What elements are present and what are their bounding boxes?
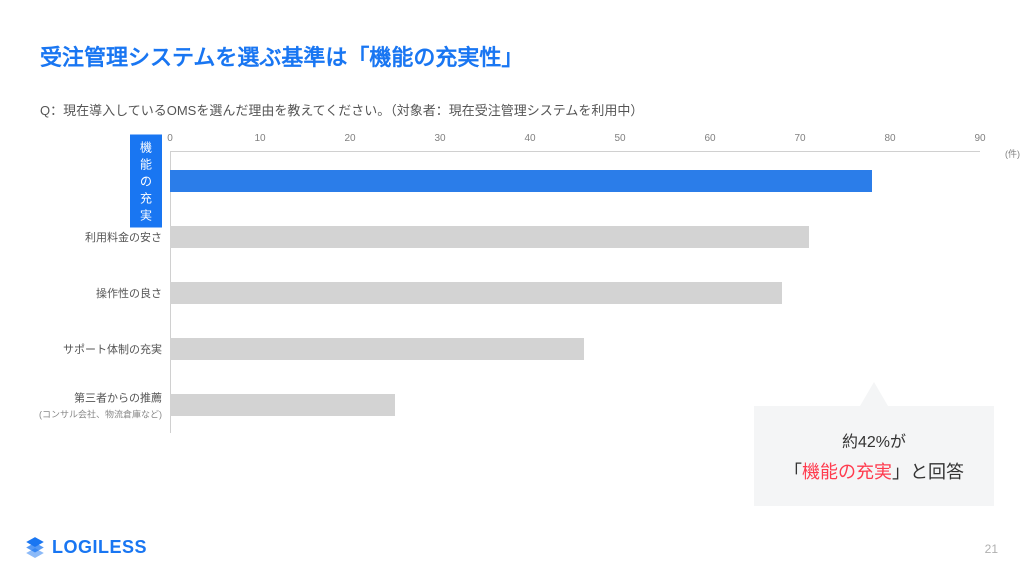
- axis-tick: 40: [524, 133, 535, 144]
- bar-label: 第三者からの推薦(コンサル会社、物流倉庫など): [0, 390, 162, 421]
- axis-tick: 20: [344, 133, 355, 144]
- page-number: 21: [985, 542, 998, 556]
- bar-sublabel: (コンサル会社、物流倉庫など): [0, 408, 162, 421]
- chart: (件) 0102030405060708090 機能の充実利用料金の安さ操作性の…: [170, 133, 980, 433]
- slide: 受注管理システムを選ぶ基準は「機能の充実性」 Q：現在導入しているOMSを選んだ…: [0, 0, 1024, 576]
- bars-container: 機能の充実利用料金の安さ操作性の良さサポート体制の充実第三者からの推薦(コンサル…: [170, 153, 980, 433]
- axis-tick: 60: [704, 133, 715, 144]
- axis-tick: 90: [974, 133, 985, 144]
- bar: [170, 170, 872, 192]
- axis-tick: 50: [614, 133, 625, 144]
- callout-l2-suffix: 」と回答: [892, 462, 964, 482]
- callout-l1-suffix: が: [890, 434, 906, 451]
- bar-label: 利用料金の安さ: [0, 229, 162, 245]
- callout-tail: [860, 382, 888, 406]
- bar: [170, 226, 809, 248]
- axis-tick: 0: [167, 133, 173, 144]
- bar: [170, 394, 395, 416]
- bar: [170, 338, 584, 360]
- axis-tick: 30: [434, 133, 445, 144]
- callout-line1: 約42%が: [784, 428, 964, 452]
- bar-label-highlight: 機能の充実: [130, 135, 162, 228]
- footer-logo: LOGILESS: [24, 536, 147, 558]
- axis-tick: 80: [884, 133, 895, 144]
- axis-tick: 10: [254, 133, 265, 144]
- logo-icon: [24, 536, 46, 558]
- callout-emph: 機能の充実: [802, 462, 892, 482]
- bar-row: サポート体制の充実: [170, 321, 980, 377]
- survey-question: Q：現在導入しているOMSを選んだ理由を教えてください。（対象者：現在受注管理シ…: [40, 100, 984, 119]
- bar-label: 操作性の良さ: [0, 285, 162, 301]
- x-axis: (件) 0102030405060708090: [170, 133, 980, 153]
- callout-l1-value: 42%: [858, 434, 890, 451]
- slide-title: 受注管理システムを選ぶ基準は「機能の充実性」: [40, 40, 984, 72]
- bar-row: 機能の充実: [170, 153, 980, 209]
- bar-label: サポート体制の充実: [0, 341, 162, 357]
- bar: [170, 282, 782, 304]
- callout-box: 約42%が 「機能の充実」と回答: [754, 406, 994, 506]
- bar-row: 利用料金の安さ: [170, 209, 980, 265]
- callout-l2-prefix: 「: [784, 462, 802, 482]
- axis-unit-label: (件): [1005, 147, 1020, 160]
- callout-l1-prefix: 約: [842, 434, 858, 451]
- bar-row: 操作性の良さ: [170, 265, 980, 321]
- callout-line2: 「機能の充実」と回答: [784, 458, 964, 484]
- axis-tick: 70: [794, 133, 805, 144]
- logo-text: LOGILESS: [52, 537, 147, 558]
- axis-line: [170, 151, 980, 152]
